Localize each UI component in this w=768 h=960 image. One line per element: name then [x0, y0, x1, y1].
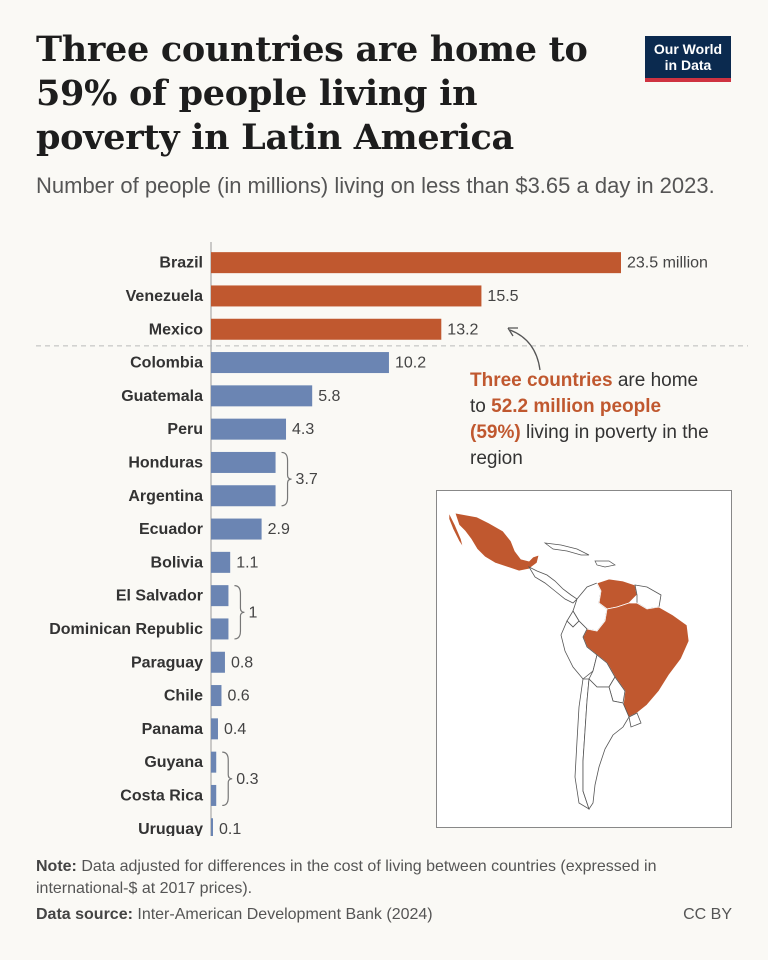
category-label-honduras: Honduras — [128, 454, 203, 471]
value-label-mexico: 13.2 — [447, 321, 478, 338]
annotation-text-4: living in poverty in the region — [470, 422, 709, 469]
bar-paraguay — [211, 651, 225, 673]
bracket-guyana-costa-rica — [222, 751, 233, 807]
latin-america-map — [436, 490, 732, 828]
category-label-bolivia: Bolivia — [151, 554, 204, 571]
map-hispaniola — [594, 560, 616, 568]
map-cuba — [543, 542, 590, 556]
category-label-guatemala: Guatemala — [121, 388, 203, 405]
value-label-brazil: 23.5 million — [627, 255, 708, 272]
bar-argentina — [211, 485, 276, 507]
group-value-label-el-salvador: 1 — [248, 604, 257, 621]
chart-subtitle: Number of people (in millions) living on… — [36, 173, 715, 198]
chart-title: Three countries are home to 59% of peopl… — [36, 29, 588, 158]
map-argentina — [582, 678, 630, 810]
value-label-bolivia: 1.1 — [236, 554, 258, 571]
logo-line-2: in Data — [664, 57, 712, 73]
category-label-brazil: Brazil — [159, 255, 203, 272]
bar-dominican-republic — [211, 618, 229, 640]
category-label-ecuador: Ecuador — [139, 521, 203, 538]
category-label-guyana: Guyana — [144, 754, 203, 771]
category-label-argentina: Argentina — [128, 488, 203, 505]
bar-panama — [211, 718, 218, 740]
category-label-peru: Peru — [167, 421, 203, 438]
logo-line-1: Our World — [653, 41, 723, 57]
group-value-label-guyana: 0.3 — [236, 771, 258, 788]
bracket-el-salvador-dominican-republic — [234, 585, 245, 640]
category-label-panama: Panama — [142, 721, 203, 738]
group-value-label-honduras: 3.7 — [296, 471, 318, 488]
category-label-uruguay: Uruguay — [138, 821, 203, 836]
bar-mexico — [211, 318, 442, 340]
value-label-peru: 4.3 — [292, 421, 314, 438]
note-label: Note: — [36, 858, 77, 875]
annotation-text-2: are home to — [470, 370, 699, 417]
bar-honduras — [211, 451, 276, 473]
bar-peru — [211, 418, 287, 440]
category-label-mexico: Mexico — [149, 321, 203, 338]
bar-el-salvador — [211, 585, 229, 607]
owid-logo[interactable]: Our World in Data — [645, 36, 731, 82]
footer-source: Data source: Inter-American Development … — [36, 906, 433, 924]
value-label-colombia: 10.2 — [395, 355, 426, 372]
category-label-chile: Chile — [164, 688, 203, 705]
bar-ecuador — [211, 518, 262, 540]
value-label-ecuador: 2.9 — [268, 521, 290, 538]
category-label-colombia: Colombia — [130, 355, 203, 372]
category-label-dominican-republic: Dominican Republic — [49, 621, 203, 638]
value-label-paraguay: 0.8 — [231, 654, 253, 671]
source-label: Data source: — [36, 906, 133, 923]
value-label-chile: 0.6 — [227, 688, 249, 705]
annotation-arrowhead — [507, 327, 518, 337]
category-label-venezuela: Venezuela — [126, 288, 203, 305]
category-label-el-salvador: El Salvador — [116, 588, 203, 605]
bar-guatemala — [211, 385, 313, 407]
annotation-text: Three countries are home to 52.2 million… — [470, 368, 710, 472]
license-link[interactable]: CC BY — [683, 906, 732, 923]
annotation-highlight-2: 52.2 million people (59%) — [470, 396, 662, 443]
value-label-uruguay: 0.1 — [219, 821, 241, 836]
category-label-costa-rica: Costa Rica — [120, 787, 203, 804]
bar-colombia — [211, 352, 389, 374]
bracket-honduras-argentina — [281, 451, 292, 507]
bar-venezuela — [211, 285, 482, 307]
note-text: Data adjusted for differences in the cos… — [36, 858, 657, 897]
bar-uruguay — [211, 818, 213, 836]
bar-bolivia — [211, 551, 231, 573]
bar-brazil — [211, 252, 621, 274]
map-baja — [448, 512, 464, 548]
source-text: Inter-American Development Bank (2024) — [132, 906, 433, 923]
map-central-america — [527, 566, 578, 604]
bar-chile — [211, 685, 222, 707]
value-label-panama: 0.4 — [224, 721, 246, 738]
annotation-arrow — [509, 329, 541, 371]
value-label-guatemala: 5.8 — [318, 388, 340, 405]
value-label-venezuela: 15.5 — [487, 288, 518, 305]
map-uruguay — [628, 712, 642, 728]
category-label-paraguay: Paraguay — [131, 654, 203, 671]
map-mexico — [454, 512, 540, 572]
bar-costa-rica — [211, 784, 217, 806]
map-illustration — [448, 512, 690, 810]
bar-guyana — [211, 751, 217, 773]
annotation-highlight-1: Three countries — [470, 370, 613, 391]
footer-note: Note: Data adjusted for differences in t… — [36, 856, 736, 900]
